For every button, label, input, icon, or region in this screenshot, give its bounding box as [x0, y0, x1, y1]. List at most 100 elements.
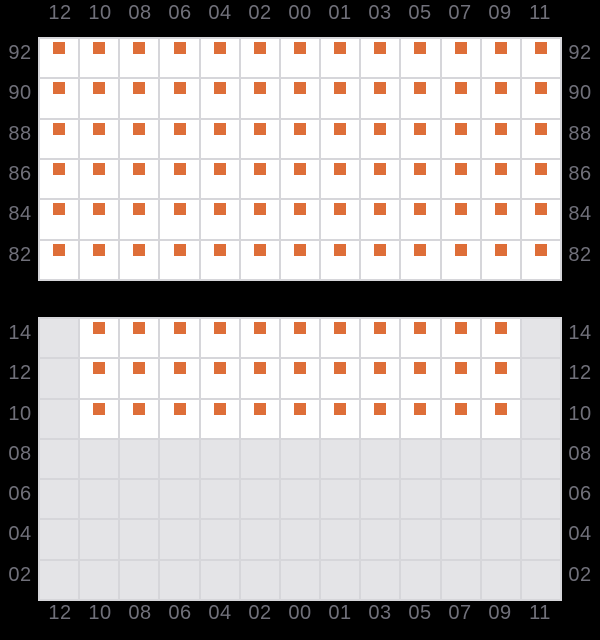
- grid-cell[interactable]: [280, 39, 320, 78]
- grid-cell[interactable]: [441, 319, 480, 358]
- grid-cell[interactable]: [120, 159, 159, 199]
- grid-cell[interactable]: [321, 39, 360, 78]
- grid-cell[interactable]: [40, 119, 79, 158]
- grid-cell[interactable]: [240, 359, 279, 398]
- grid-cell[interactable]: [160, 159, 199, 199]
- grid-cell[interactable]: [521, 159, 560, 199]
- grid-cell[interactable]: [361, 39, 400, 78]
- grid-cell[interactable]: [481, 39, 520, 78]
- grid-cell[interactable]: [80, 200, 119, 239]
- grid-cell[interactable]: [401, 39, 440, 78]
- grid-cell[interactable]: [401, 200, 440, 239]
- grid-cell[interactable]: [80, 240, 119, 279]
- grid-cell[interactable]: [321, 159, 360, 199]
- grid-cell[interactable]: [160, 79, 199, 118]
- grid-cell[interactable]: [441, 79, 480, 118]
- grid-cell[interactable]: [401, 159, 440, 199]
- grid-cell[interactable]: [200, 240, 239, 279]
- grid-cell[interactable]: [120, 359, 159, 398]
- grid-cell[interactable]: [401, 240, 440, 279]
- grid-cell[interactable]: [401, 79, 440, 118]
- grid-cell[interactable]: [80, 119, 119, 158]
- grid-cell[interactable]: [361, 119, 400, 158]
- grid-cell[interactable]: [120, 200, 159, 239]
- grid-cell[interactable]: [200, 319, 239, 358]
- grid-cell[interactable]: [401, 319, 440, 358]
- grid-cell[interactable]: [481, 319, 520, 358]
- grid-cell[interactable]: [280, 79, 320, 118]
- grid-cell[interactable]: [120, 319, 159, 358]
- grid-cell[interactable]: [240, 200, 279, 239]
- grid-cell[interactable]: [120, 240, 159, 279]
- grid-cell[interactable]: [361, 79, 400, 118]
- grid-cell[interactable]: [160, 240, 199, 279]
- grid-cell[interactable]: [321, 359, 360, 398]
- grid-cell[interactable]: [200, 200, 239, 239]
- grid-cell[interactable]: [200, 79, 239, 118]
- grid-cell[interactable]: [240, 79, 279, 118]
- grid-cell[interactable]: [80, 399, 119, 438]
- grid-cell[interactable]: [200, 399, 239, 438]
- grid-cell[interactable]: [40, 159, 79, 199]
- grid-cell[interactable]: [521, 240, 560, 279]
- grid-cell[interactable]: [441, 159, 480, 199]
- grid-cell[interactable]: [280, 200, 320, 239]
- grid-cell[interactable]: [200, 39, 239, 78]
- grid-cell[interactable]: [521, 200, 560, 239]
- grid-cell[interactable]: [160, 319, 199, 358]
- grid-cell[interactable]: [160, 39, 199, 78]
- grid-cell[interactable]: [160, 399, 199, 438]
- grid-cell[interactable]: [361, 200, 400, 239]
- grid-cell[interactable]: [160, 119, 199, 158]
- grid-cell[interactable]: [481, 399, 520, 438]
- grid-cell[interactable]: [321, 200, 360, 239]
- grid-cell[interactable]: [521, 39, 560, 78]
- grid-cell[interactable]: [280, 119, 320, 158]
- grid-cell[interactable]: [321, 119, 360, 158]
- grid-cell[interactable]: [40, 240, 79, 279]
- grid-cell[interactable]: [280, 359, 320, 398]
- grid-cell[interactable]: [40, 200, 79, 239]
- grid-cell[interactable]: [240, 399, 279, 438]
- grid-cell[interactable]: [481, 159, 520, 199]
- grid-cell[interactable]: [200, 159, 239, 199]
- grid-cell[interactable]: [40, 39, 79, 78]
- grid-cell[interactable]: [441, 39, 480, 78]
- grid-cell[interactable]: [80, 319, 119, 358]
- grid-cell[interactable]: [200, 359, 239, 398]
- grid-cell[interactable]: [401, 359, 440, 398]
- grid-cell[interactable]: [280, 319, 320, 358]
- grid-cell[interactable]: [321, 319, 360, 358]
- grid-cell[interactable]: [481, 79, 520, 118]
- grid-cell[interactable]: [401, 399, 440, 438]
- grid-cell[interactable]: [280, 240, 320, 279]
- grid-cell[interactable]: [361, 319, 400, 358]
- grid-cell[interactable]: [40, 79, 79, 118]
- grid-cell[interactable]: [361, 359, 400, 398]
- grid-cell[interactable]: [401, 119, 440, 158]
- grid-cell[interactable]: [481, 359, 520, 398]
- grid-cell[interactable]: [321, 399, 360, 438]
- grid-cell[interactable]: [120, 399, 159, 438]
- grid-cell[interactable]: [80, 359, 119, 398]
- grid-cell[interactable]: [321, 79, 360, 118]
- grid-cell[interactable]: [80, 39, 119, 78]
- grid-cell[interactable]: [120, 119, 159, 158]
- grid-cell[interactable]: [361, 240, 400, 279]
- grid-cell[interactable]: [481, 200, 520, 239]
- grid-cell[interactable]: [521, 119, 560, 158]
- grid-cell[interactable]: [120, 39, 159, 78]
- grid-cell[interactable]: [160, 359, 199, 398]
- grid-cell[interactable]: [240, 319, 279, 358]
- grid-cell[interactable]: [481, 240, 520, 279]
- grid-cell[interactable]: [120, 79, 159, 118]
- grid-cell[interactable]: [441, 240, 480, 279]
- grid-cell[interactable]: [441, 399, 480, 438]
- grid-cell[interactable]: [361, 159, 400, 199]
- grid-cell[interactable]: [521, 79, 560, 118]
- grid-cell[interactable]: [441, 200, 480, 239]
- grid-cell[interactable]: [160, 200, 199, 239]
- grid-cell[interactable]: [321, 240, 360, 279]
- grid-cell[interactable]: [361, 399, 400, 438]
- grid-cell[interactable]: [441, 119, 480, 158]
